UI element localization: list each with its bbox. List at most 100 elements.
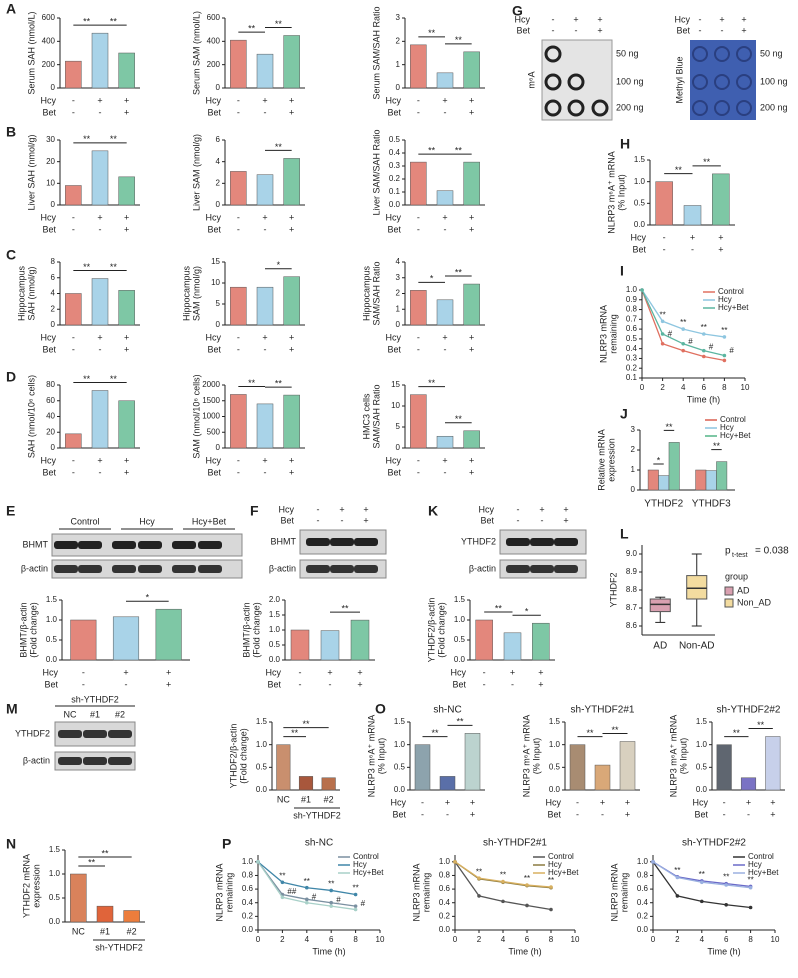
y-tick-label: 1.0: [49, 869, 61, 878]
bar: [118, 176, 135, 206]
y-tick-label: 1.0: [394, 740, 406, 749]
y-axis-label: expression: [31, 864, 41, 908]
y-tick-label: 0.2: [389, 174, 401, 183]
x-tick-label: 8: [549, 935, 554, 944]
y-tick-label: 1.5: [549, 717, 561, 726]
label: +: [289, 344, 294, 354]
bar: [123, 910, 140, 923]
bar: [436, 299, 454, 326]
label: +: [741, 14, 746, 24]
label: -: [329, 679, 332, 689]
x-tick-label: 10: [571, 935, 580, 944]
label: -: [417, 95, 420, 105]
y-tick-label: 1.0: [634, 177, 646, 186]
y-tick-label: 8.6: [626, 621, 638, 630]
label: -: [699, 25, 702, 35]
legend-label: Hcy: [748, 860, 762, 869]
y-tick-label: 0.5: [454, 635, 466, 644]
y-tick-label: 1500: [202, 396, 220, 405]
bar: [96, 905, 114, 923]
bar: [436, 190, 454, 206]
label: -: [99, 224, 102, 234]
y-axis-label: YTHDF2: [608, 572, 618, 607]
significance-label: **: [713, 441, 721, 451]
label: +: [124, 332, 129, 342]
y-axis-label: NLRP3 mRNA: [609, 863, 619, 921]
label: -: [417, 224, 420, 234]
legend-label: Hcy+Bet: [748, 868, 779, 877]
blot-band: [78, 565, 102, 573]
y-axis-label: NLRP3 m⁶A⁺ mRNA: [366, 715, 376, 797]
dot: [692, 46, 708, 62]
label: -: [264, 224, 267, 234]
bar: [475, 619, 493, 661]
label: -: [237, 95, 240, 105]
label: 100 ng: [760, 76, 788, 86]
bar: [91, 150, 109, 206]
label: Hcy: [386, 332, 402, 342]
y-tick-label: 1.0: [626, 285, 638, 294]
label: Bet: [676, 25, 690, 35]
significance-label: **: [500, 871, 506, 880]
label: -: [341, 515, 344, 525]
y-tick-label: 0.0: [439, 925, 451, 934]
label: β-actin: [23, 755, 50, 765]
dot: [736, 100, 752, 116]
x-tick-label: 10: [741, 383, 750, 392]
blot-band: [354, 565, 378, 573]
y-tick-label: 1.0: [46, 615, 58, 624]
label: Hcy: [479, 504, 495, 514]
label: +: [124, 224, 129, 234]
label: +: [538, 679, 543, 689]
label: Bet: [207, 467, 221, 477]
label: +: [289, 467, 294, 477]
label: sh-YTHDF2: [293, 810, 341, 820]
point: [501, 899, 505, 904]
blot-band: [198, 565, 222, 573]
y-tick-label: 4: [51, 289, 56, 298]
significance-label: **: [101, 848, 109, 858]
label: t-test: [732, 552, 748, 559]
label: -: [691, 244, 694, 254]
y-tick-label: 1.5: [454, 595, 466, 604]
label: Bet: [267, 679, 281, 689]
label: = 0.038: [755, 546, 789, 557]
significance-label: **: [110, 134, 118, 144]
label: -: [72, 332, 75, 342]
y-axis-label: SAH (nmol/10⁶ cells): [26, 375, 36, 458]
dot: [736, 46, 752, 62]
y-tick-label: 0.5: [634, 198, 646, 207]
bar: [740, 777, 757, 791]
significance-label: **: [701, 323, 707, 332]
legend-swatch: [724, 598, 734, 608]
y-tick-label: 0.6: [626, 324, 638, 333]
significance-label: **: [524, 874, 530, 883]
bar: [283, 158, 300, 206]
significance-label: **: [611, 725, 619, 735]
label: +: [262, 95, 267, 105]
panel-letter: M: [6, 701, 18, 717]
y-tick-label: 0: [396, 320, 401, 329]
x-tick-label: 6: [525, 935, 530, 944]
legend-label: Hcy+Bet: [353, 868, 384, 877]
dot: [544, 45, 562, 63]
blot-band: [172, 565, 196, 573]
y-tick-label: 8: [51, 257, 56, 266]
legend-label: Hcy+Bet: [718, 303, 749, 312]
label: +: [597, 25, 602, 35]
label: +: [357, 679, 362, 689]
y-tick-label: 3: [631, 425, 636, 434]
dot: [567, 99, 585, 117]
label: +: [469, 455, 474, 465]
y-axis-label: (Fold change): [28, 602, 38, 658]
point: [305, 900, 309, 905]
x-tick-label: 0: [453, 935, 458, 944]
significance-label: **: [275, 378, 283, 388]
y-tick-label: 10: [46, 178, 55, 187]
point: [329, 888, 334, 893]
bar: [463, 51, 480, 89]
legend-label: Control: [548, 852, 574, 861]
y-axis-label: NLRP3 mRNA: [411, 863, 421, 921]
y-tick-label: 2: [51, 304, 56, 313]
label: -: [237, 212, 240, 222]
